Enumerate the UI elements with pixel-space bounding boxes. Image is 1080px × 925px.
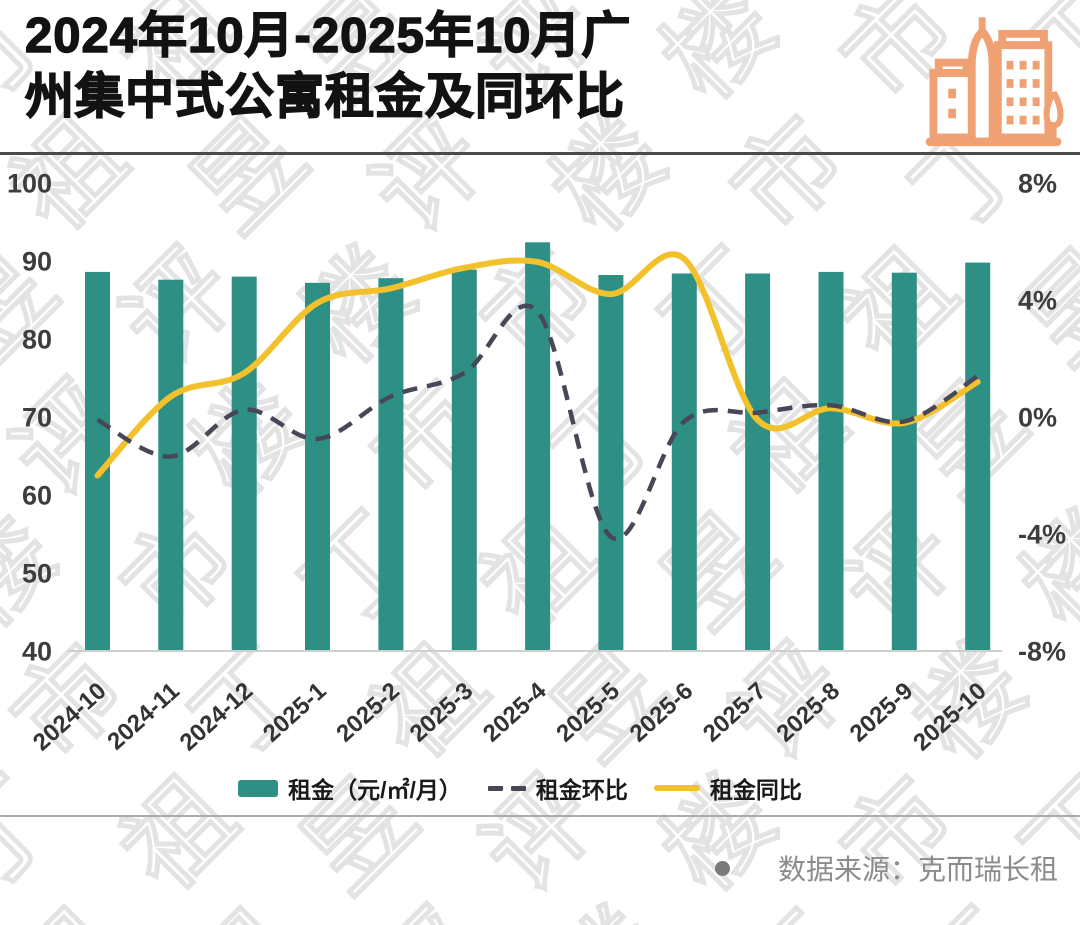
x-axis-label: 2024-12 — [175, 677, 259, 756]
rent-bar — [671, 273, 697, 651]
legend-item-rent: 租金（元/㎡/月） — [238, 771, 462, 805]
x-axis-label: 2025-6 — [625, 677, 699, 747]
source-bullet — [714, 860, 730, 876]
x-axis-label: 2025-8 — [771, 677, 845, 747]
left-axis-tick: 60 — [22, 481, 52, 511]
mom-legend-label: 租金环比 — [535, 777, 628, 803]
left-building — [929, 69, 976, 142]
x-axis-label: 2025-4 — [478, 677, 552, 748]
left-axis-tick: 40 — [22, 637, 52, 667]
left-axis-tick: 80 — [22, 325, 52, 355]
left-axis-tick: 100 — [7, 169, 52, 199]
rent-bar — [891, 272, 917, 651]
mom-line — [96, 303, 979, 542]
rent-bar — [158, 279, 184, 651]
rent-bar — [378, 278, 404, 651]
right-axis-tick: -4% — [1018, 520, 1066, 550]
buildings-icon — [925, 17, 1064, 147]
rent-legend-label: 租金（元/㎡/月） — [288, 777, 462, 803]
chart-legend: 租金（元/㎡/月） 租金环比 租金同比 — [0, 768, 1040, 808]
header-divider — [0, 152, 1080, 155]
left-axis-tick: 90 — [22, 247, 52, 277]
right-axis-tick: 4% — [1018, 286, 1057, 316]
chart-title-line-1: 2024年10月-2025年10月广 — [24, 8, 632, 63]
left-building-windows — [948, 88, 957, 119]
header: 2024年10月-2025年10月广 州集中式公寓租金及同环比 — [24, 6, 1080, 147]
rent-bar — [525, 242, 551, 652]
chart-title-line-2: 州集中式公寓租金及同环比 — [24, 69, 626, 124]
right-axis-tick: -8% — [1018, 637, 1066, 667]
x-axis-label: 2025-7 — [698, 677, 772, 747]
rent-bar — [231, 276, 257, 651]
yoy-line-sample — [653, 785, 700, 791]
source-label: 数据来源：克而瑞长租 — [777, 854, 1058, 885]
rent-bar — [598, 275, 624, 651]
rent-chart: 1009080706050408%4%0%-4%-8%2024-102024-1… — [7, 169, 1066, 757]
rent-bar — [965, 262, 991, 651]
left-axis-tick: 70 — [22, 403, 52, 433]
x-axis-label: 2025-3 — [405, 677, 479, 747]
x-axis-label: 2025-9 — [845, 677, 919, 747]
right-axis-tick: 0% — [1018, 403, 1057, 433]
rent-bar — [745, 273, 771, 651]
x-axis-label: 2025-5 — [551, 677, 625, 747]
x-axis-label: 2024-10 — [28, 677, 112, 756]
rent-swatch — [238, 779, 279, 797]
rent-bar — [451, 269, 477, 651]
rent-bar — [818, 271, 844, 651]
x-axis-label: 2025-10 — [908, 677, 992, 756]
right-building-windows — [1006, 60, 1040, 125]
x-axis-label: 2025-1 — [258, 677, 332, 747]
legend-item-mom: 租金环比 — [487, 771, 628, 805]
source-row: 数据来源：克而瑞长租 — [714, 848, 1058, 888]
yoy-legend-label: 租金同比 — [709, 777, 802, 803]
rent-bar — [305, 282, 330, 651]
dome-tower — [967, 25, 997, 138]
right-axis-tick: 8% — [1018, 169, 1057, 199]
x-axis-label: 2024-11 — [102, 677, 185, 755]
x-axis-label: 2025-2 — [331, 677, 405, 747]
mom-dash-sample — [487, 785, 526, 791]
left-axis-tick: 50 — [22, 559, 52, 589]
yoy-line — [94, 251, 981, 479]
tree-icon — [1043, 90, 1064, 129]
chart-title: 2024年10月-2025年10月广 州集中式公寓租金及同环比 — [24, 6, 1080, 128]
legend-divider — [0, 815, 1080, 817]
legend-item-yoy: 租金同比 — [653, 771, 802, 805]
